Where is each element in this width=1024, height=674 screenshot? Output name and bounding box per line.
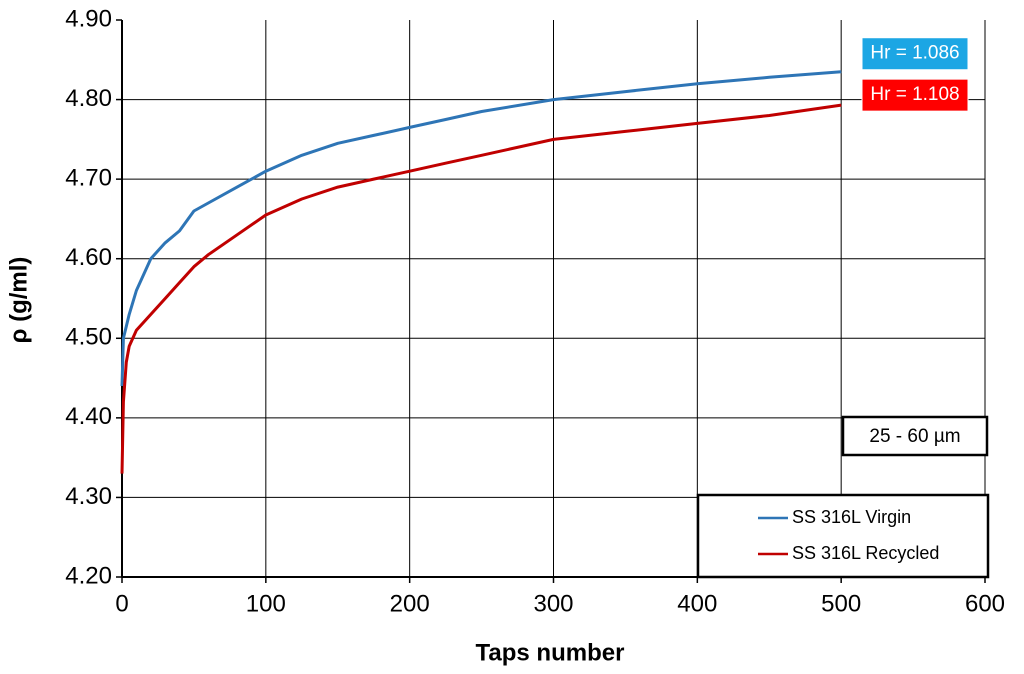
y-tick-label: 4.30 xyxy=(65,483,112,510)
end-label: Hr = 1.108 xyxy=(870,84,959,105)
series-line xyxy=(120,103,842,474)
y-tick-label: 4.50 xyxy=(65,324,112,351)
y-axis-label: ρ (g/ml) xyxy=(5,257,32,344)
y-tick-label: 4.60 xyxy=(65,244,112,271)
legend-label: SS 316L Recycled xyxy=(792,543,939,563)
x-tick-label: 200 xyxy=(390,590,430,617)
x-tick-label: 100 xyxy=(246,590,286,617)
y-tick-label: 4.90 xyxy=(65,5,112,32)
end-label: Hr = 1.086 xyxy=(870,43,959,64)
y-tick-label: 4.20 xyxy=(65,562,112,589)
end-label-box xyxy=(861,78,969,112)
legend-label: SS 316L Virgin xyxy=(792,507,911,527)
y-tick-label: 4.40 xyxy=(65,403,112,430)
note-box xyxy=(841,415,989,457)
x-axis-label: Taps number xyxy=(476,639,625,666)
x-tick-label: 300 xyxy=(533,590,573,617)
x-tick-label: 600 xyxy=(965,590,1005,617)
note: 25 - 60 µm xyxy=(869,426,960,447)
x-tick-label: 500 xyxy=(821,590,861,617)
y-tick-label: 4.70 xyxy=(65,164,112,191)
y-tick-label: 4.80 xyxy=(65,85,112,112)
legend-box xyxy=(696,493,990,579)
x-tick-label: 400 xyxy=(677,590,717,617)
series-line xyxy=(120,70,842,387)
x-tick-label: 0 xyxy=(115,590,128,617)
end-label-box xyxy=(861,37,969,71)
